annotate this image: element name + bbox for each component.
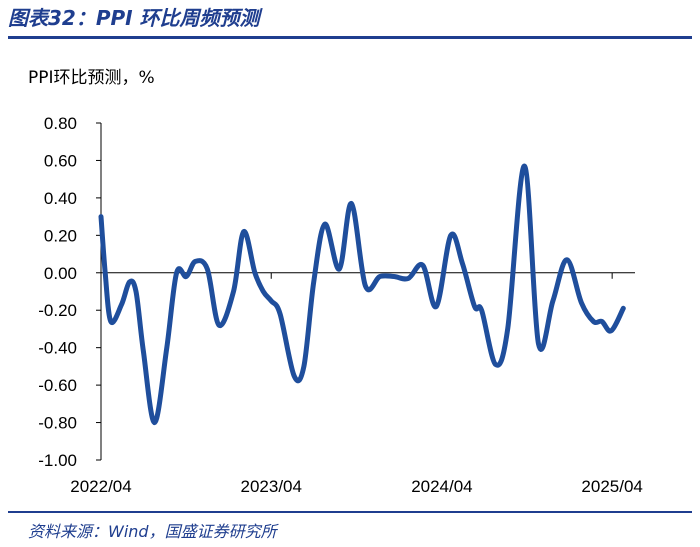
y-tick-label: 0.40 bbox=[44, 189, 77, 208]
y-tick-label: -1.00 bbox=[38, 451, 77, 470]
chart-title: PPI环比预测，% bbox=[28, 68, 155, 88]
y-tick-label: -0.80 bbox=[38, 414, 77, 433]
header-rule bbox=[8, 36, 692, 39]
y-tick-label: -0.20 bbox=[38, 301, 77, 320]
footer-rule bbox=[8, 511, 692, 513]
source-note: 资料来源：Wind，国盛证券研究所 bbox=[28, 522, 277, 541]
x-tick-label: 2022/04 bbox=[70, 477, 131, 496]
y-tick-label: -0.60 bbox=[38, 376, 77, 395]
y-tick-label: 0.20 bbox=[44, 226, 77, 245]
x-axis: 2022/04 2023/04 2024/04 2025/04 bbox=[70, 272, 643, 496]
y-tick-label: 0.00 bbox=[44, 264, 77, 283]
y-tick-label: -0.40 bbox=[38, 339, 77, 358]
x-tick-label: 2023/04 bbox=[241, 477, 302, 496]
series-group bbox=[98, 163, 626, 426]
y-axis: 0.80 0.60 0.40 0.20 0.00 -0.20 -0.40 -0.60 -0.80… bbox=[38, 114, 102, 470]
x-tick-label: 2024/04 bbox=[411, 477, 472, 496]
series-line bbox=[98, 163, 626, 426]
figure-title: 图表32：PPI 环比周频预测 bbox=[8, 6, 260, 30]
y-tick-label: 0.80 bbox=[44, 114, 77, 133]
x-tick-label: 2025/04 bbox=[581, 477, 642, 496]
y-tick-label: 0.60 bbox=[44, 151, 77, 170]
